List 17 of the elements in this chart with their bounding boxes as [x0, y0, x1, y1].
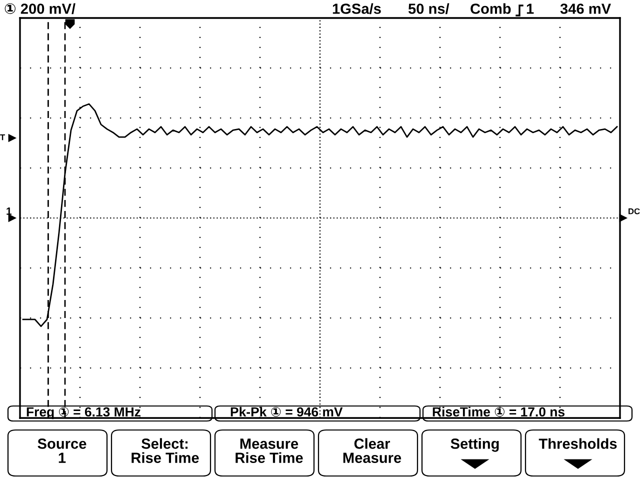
text: 1GSa/s [332, 3, 381, 14]
text: Measure Rise Time [236, 438, 303, 463]
text: Pk-Pk ① = 946 mV [230, 406, 343, 417]
text: Setting [450, 438, 499, 452]
text: DC [628, 208, 640, 214]
source-note: Source 1 [38, 438, 86, 463]
text: T [0, 134, 5, 140]
text: Select: Rise Time [132, 438, 199, 463]
text: Comb [470, 3, 511, 14]
text: 1 [6, 208, 12, 215]
text: Thresholds [538, 438, 617, 449]
text: RiseTime ① = 17.0 ns [432, 406, 565, 417]
text: 1 [526, 4, 534, 14]
text: 346 mV [560, 4, 611, 14]
text: ① 200 mV/ [4, 3, 76, 14]
text: Clear Measure [343, 438, 402, 463]
text: 50 ns/ [408, 3, 450, 14]
